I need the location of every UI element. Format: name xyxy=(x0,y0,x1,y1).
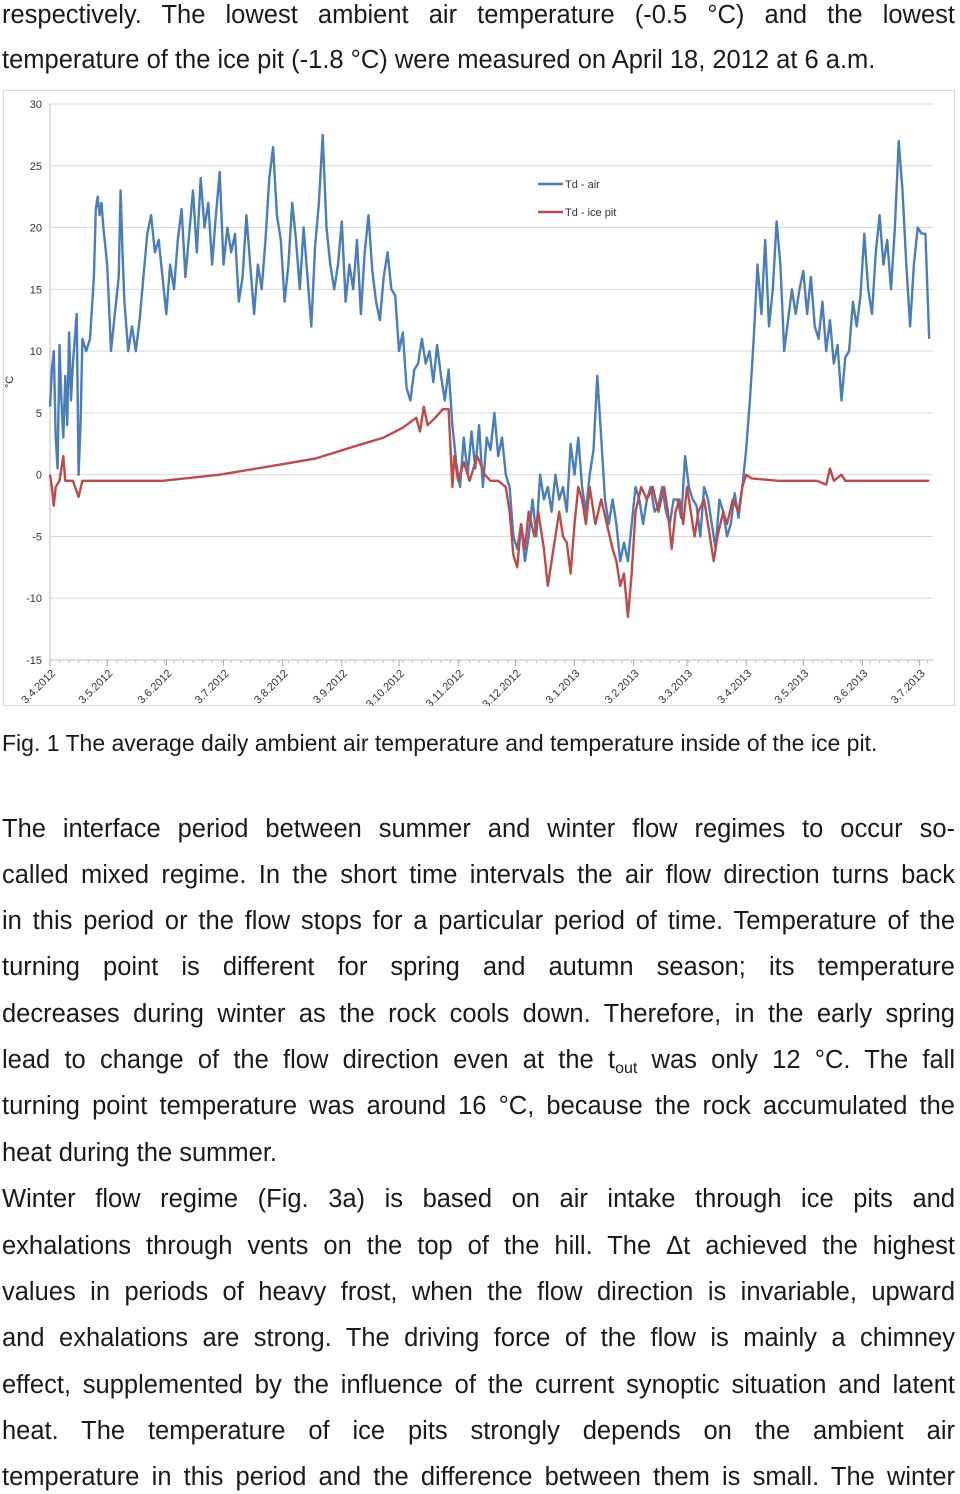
figure-caption: Fig. 1 The average daily ambient air tem… xyxy=(2,730,878,756)
y-tick-label: -10 xyxy=(26,593,42,605)
y-tick-label: 10 xyxy=(30,346,42,358)
text-line: temperature in this period and the diffe… xyxy=(2,1463,955,1491)
text-line: turning point temperature was around 16 … xyxy=(2,1092,955,1120)
y-tick-label: 15 xyxy=(30,284,42,296)
series-line-air xyxy=(48,133,931,563)
text-line: exhalations through vents on the top of … xyxy=(2,1232,955,1260)
text-line: The interface period between summer and … xyxy=(2,815,955,843)
legend-label: Td - ice pit xyxy=(565,207,616,219)
text-line: and exhalations are strong. The driving … xyxy=(2,1324,955,1352)
text-line: called mixed regime. In the short time i… xyxy=(2,861,955,889)
text-line: lead to change of the flow direction eve… xyxy=(2,1045,955,1077)
y-tick-label: 20 xyxy=(30,223,42,235)
y-tick-label: -15 xyxy=(26,655,42,667)
y-tick-label: 5 xyxy=(36,408,42,420)
series-line-ice-pit xyxy=(48,405,930,618)
text-line: heat during the summer. xyxy=(2,1139,277,1167)
y-axis-label: °C xyxy=(4,376,16,388)
text-fragment: was only 12 °C. The fall xyxy=(637,1046,955,1074)
y-tick-label: 25 xyxy=(30,161,42,173)
text-line: heat. The temperature of ice pits strong… xyxy=(2,1417,955,1445)
text-line: respectively. The lowest ambient air tem… xyxy=(2,1,955,29)
text-line: values in periods of heavy frost, when t… xyxy=(2,1278,955,1306)
text-line: effect, supplemented by the influence of… xyxy=(2,1371,955,1399)
text-line: in this period or the flow stops for a p… xyxy=(2,907,955,935)
legend-label: Td - air xyxy=(565,179,600,191)
text-line: turning point is different for spring an… xyxy=(2,953,955,981)
text-fragment: lead to change of the flow direction eve… xyxy=(2,1046,616,1074)
text-line: temperature of the ice pit (-1.8 °C) wer… xyxy=(2,46,876,74)
y-tick-label: -5 xyxy=(32,531,42,543)
subscript-out: out xyxy=(615,1060,638,1077)
y-tick-label: 30 xyxy=(30,99,42,111)
y-tick-label: 0 xyxy=(36,470,42,482)
text-line: Winter flow regime (Fig. 3a) is based on… xyxy=(2,1185,955,1213)
text-line: decreases during winter as the rock cool… xyxy=(2,1000,955,1028)
chart-frame xyxy=(3,90,955,706)
